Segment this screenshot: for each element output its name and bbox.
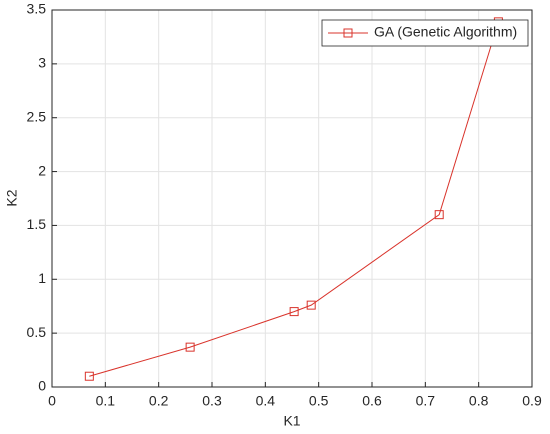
x-tick-label: 0.2: [149, 393, 169, 409]
marker: [306, 300, 316, 310]
x-tick-label: 0.4: [256, 393, 276, 409]
x-tick-label: 0.6: [362, 393, 382, 409]
marker: [185, 342, 195, 352]
x-tick-label: 0.8: [469, 393, 489, 409]
x-tick-label: 0.7: [416, 393, 436, 409]
y-tick-label: 3.5: [27, 1, 47, 17]
y-tick-label: 0: [38, 378, 46, 394]
y-tick-label: 1: [38, 270, 46, 286]
legend: GA (Genetic Algorithm): [321, 19, 529, 47]
y-tick-label: 2.5: [27, 108, 47, 124]
x-tick-label: 0.5: [309, 393, 329, 409]
x-tick-label: 0.3: [202, 393, 222, 409]
y-tick-label: 3: [38, 55, 46, 71]
axes-box: [51, 9, 533, 388]
marker: [434, 210, 444, 220]
y-tick-label: 2: [38, 162, 46, 178]
y-tick-label: 0.5: [27, 324, 47, 340]
marker: [84, 371, 94, 381]
y-axis-label: K2: [4, 189, 20, 206]
x-axis-label: K1: [283, 413, 300, 429]
series-line: [89, 21, 499, 377]
x-tick-label: 0.1: [96, 393, 116, 409]
legend-label: GA (Genetic Algorithm): [374, 24, 517, 40]
marker: [343, 28, 353, 38]
x-tick-label: 0: [48, 393, 56, 409]
x-tick-label: 0.9: [522, 393, 542, 409]
marker: [289, 307, 299, 317]
y-tick-label: 1.5: [27, 216, 47, 232]
plot-area: [52, 10, 532, 387]
